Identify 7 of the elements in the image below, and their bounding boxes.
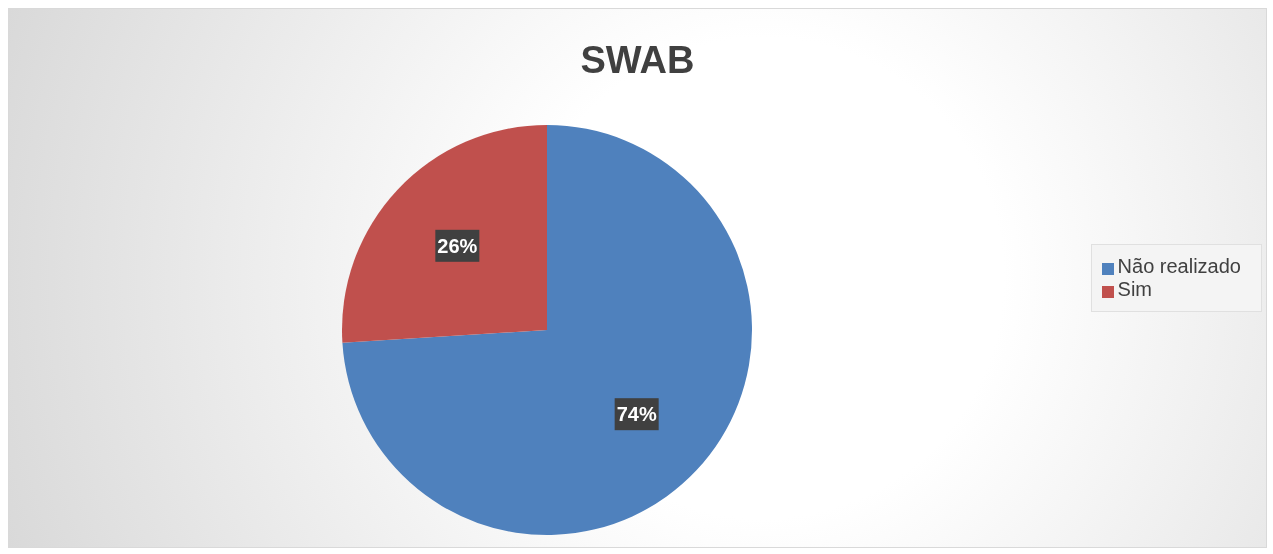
legend-label: Sim	[1117, 278, 1153, 300]
data-label: 74%	[616, 403, 657, 426]
pie-slice	[342, 125, 752, 535]
chart-title: SWAB	[579, 39, 696, 82]
legend-label: Não realizado	[1117, 255, 1241, 277]
pie-slice	[342, 125, 547, 343]
data-label: 26%	[437, 234, 478, 257]
